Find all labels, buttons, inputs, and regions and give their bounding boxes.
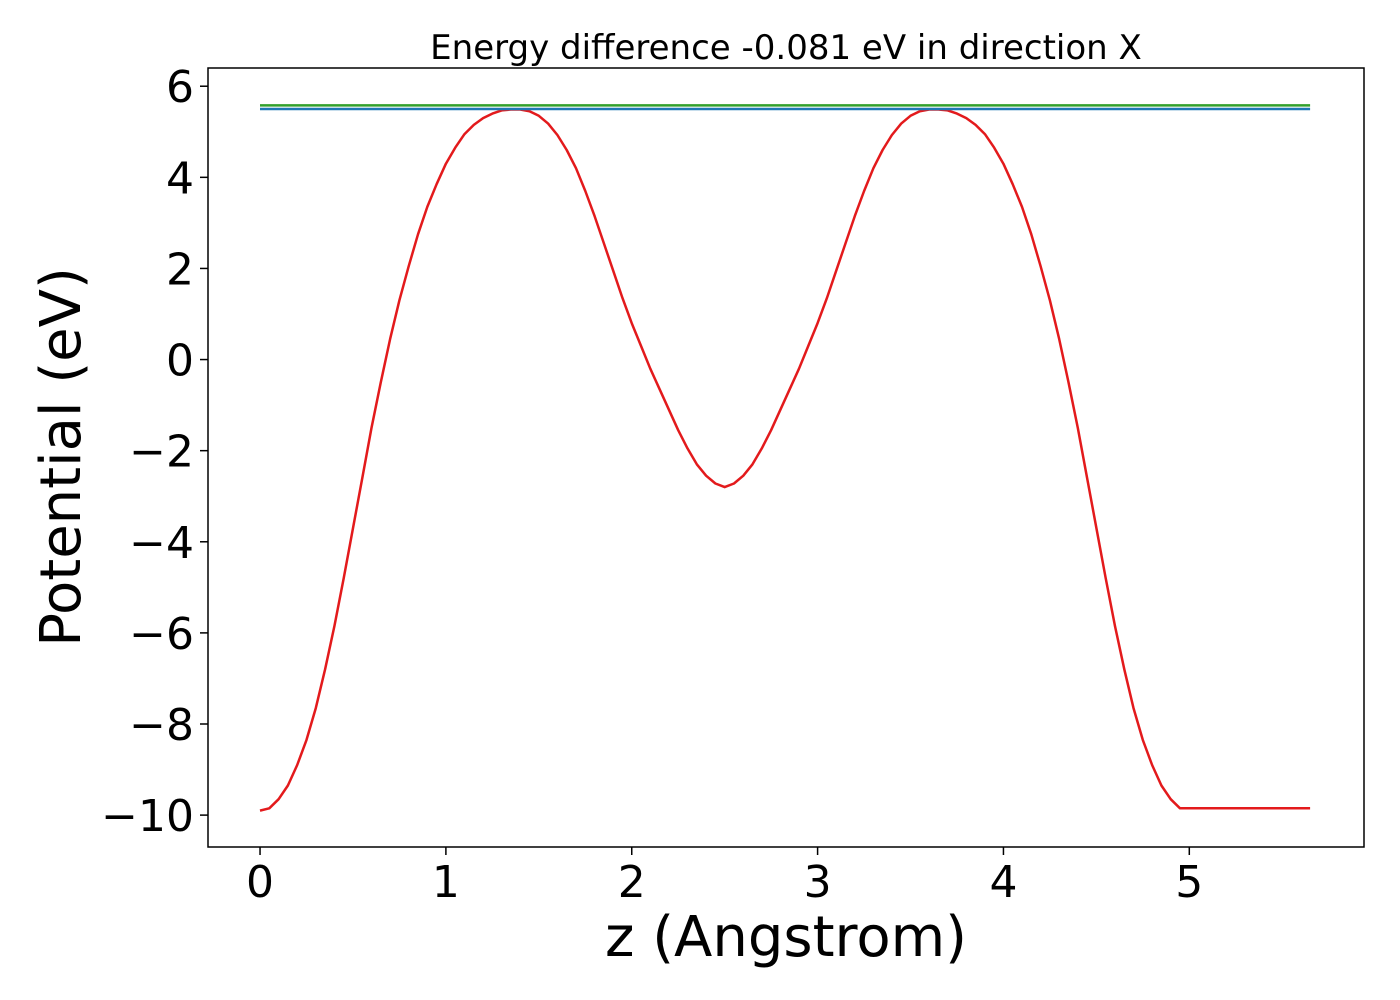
y-tick-label: −6 xyxy=(129,609,194,660)
y-tick-label: −4 xyxy=(129,518,194,569)
x-tick-label: 3 xyxy=(804,857,832,908)
series-layer xyxy=(259,104,1311,812)
series-line-0 xyxy=(259,108,1311,812)
ticks: 0 1 2 3 4 5 −10 −8 −6 −4 −2 0 2 4 6 xyxy=(101,62,1203,908)
y-tick-label: −2 xyxy=(129,427,194,478)
y-tick-label: 4 xyxy=(166,153,194,204)
x-tick-label: 1 xyxy=(432,857,460,908)
chart-title: Energy difference -0.081 eV in direction… xyxy=(430,28,1142,68)
y-tick-label: 0 xyxy=(166,336,194,387)
y-axis-label: Potential (eV) xyxy=(29,267,94,647)
y-tick-label: 2 xyxy=(166,244,194,295)
y-tick-label: −8 xyxy=(129,700,194,751)
x-tick-label: 5 xyxy=(1175,857,1203,908)
x-tick-label: 4 xyxy=(989,857,1017,908)
y-tick-label: 6 xyxy=(166,62,194,113)
x-tick-label: 2 xyxy=(618,857,646,908)
y-tick-label: −10 xyxy=(101,791,194,842)
plot-frame xyxy=(207,67,1365,848)
x-axis-label: z (Angstrom) xyxy=(605,905,967,970)
x-tick-label: 0 xyxy=(246,857,274,908)
